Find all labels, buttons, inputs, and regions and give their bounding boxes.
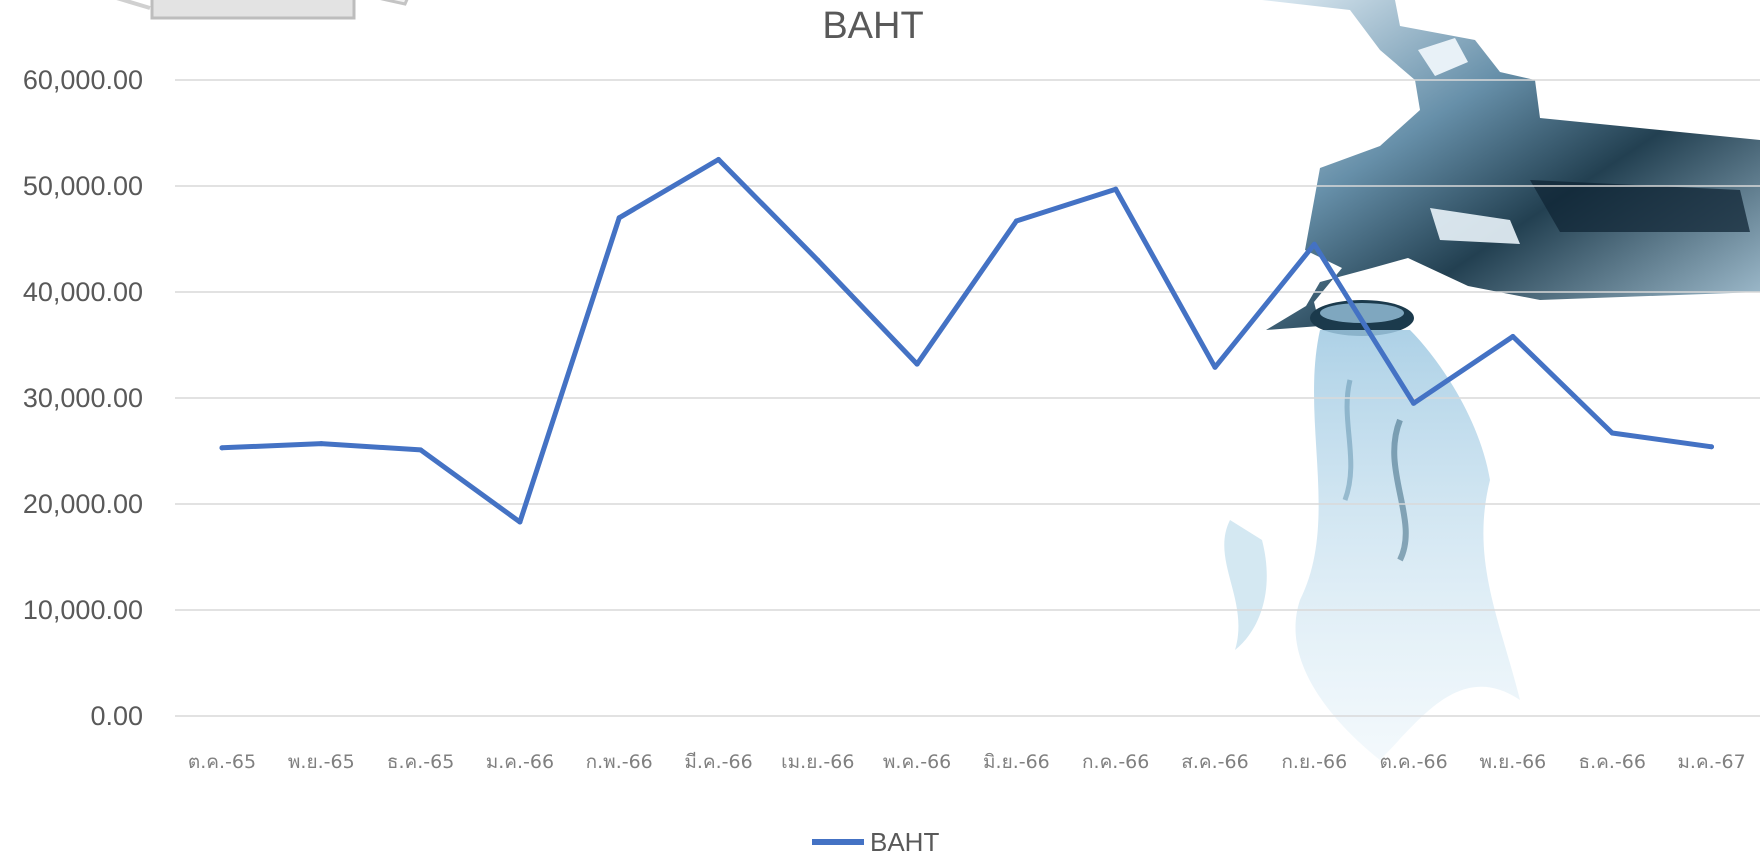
- x-axis: ต.ค.-65 พ.ย.-65 ธ.ค.-65 ม.ค.-66 ก.พ.-66 มี.ค.…: [188, 751, 1746, 773]
- y-tick-label: 0.00: [90, 701, 143, 731]
- x-tick-label: ต.ค.-66: [1380, 751, 1448, 773]
- data-point: [1113, 186, 1119, 192]
- data-point: [616, 215, 622, 221]
- data-point: [815, 257, 821, 263]
- data-point: [318, 441, 324, 447]
- data-point: [1609, 430, 1615, 436]
- y-tick-label: 30,000.00: [23, 383, 143, 413]
- data-point: [1311, 241, 1317, 247]
- data-point: [517, 519, 523, 525]
- x-tick-label: ก.ค.-66: [1082, 751, 1149, 773]
- y-tick-label: 60,000.00: [23, 65, 143, 95]
- data-point: [1411, 400, 1417, 406]
- data-point: [914, 361, 920, 367]
- y-tick-label: 50,000.00: [23, 171, 143, 201]
- data-point: [1212, 364, 1218, 370]
- decorative-box-illustration: [116, 0, 409, 20]
- x-tick-label: ก.ย.-66: [1281, 751, 1347, 773]
- x-tick-label: ต.ค.-65: [188, 751, 256, 773]
- x-tick-label: มิ.ย.-66: [983, 751, 1050, 773]
- y-tick-label: 20,000.00: [23, 489, 143, 519]
- x-tick-label: ธ.ค.-66: [1578, 751, 1645, 773]
- x-tick-label: ม.ค.-67: [1677, 751, 1745, 773]
- data-point: [1510, 334, 1516, 340]
- data-point: [1013, 218, 1019, 224]
- x-tick-label: เม.ย.-66: [781, 751, 854, 773]
- x-tick-label: ก.พ.-66: [586, 751, 653, 773]
- y-axis: 0.00 10,000.00 20,000.00 30,000.00 40,000.00…: [23, 65, 143, 731]
- faucet-illustration: [1224, 0, 1760, 760]
- x-tick-label: ธ.ค.-65: [387, 751, 454, 773]
- gridlines: [175, 79, 1760, 717]
- x-tick-label: พ.ย.-66: [1480, 751, 1547, 773]
- x-tick-label: ม.ค.-66: [486, 751, 554, 773]
- x-tick-label: ส.ค.-66: [1181, 751, 1248, 773]
- x-tick-label: พ.ค.-66: [883, 751, 951, 773]
- data-point: [716, 157, 721, 162]
- legend-label-baht: BAHT: [870, 827, 939, 857]
- y-tick-label: 10,000.00: [23, 595, 143, 625]
- x-tick-label: พ.ย.-65: [288, 751, 355, 773]
- x-tick-label: มี.ค.-66: [684, 751, 752, 773]
- series-line: [219, 157, 1714, 525]
- data-point: [219, 445, 225, 451]
- legend: BAHT: [812, 827, 939, 857]
- chart-title: BAHT: [822, 5, 923, 47]
- series-baht: [219, 157, 1714, 525]
- data-point: [418, 447, 424, 453]
- y-tick-label: 40,000.00: [23, 277, 143, 307]
- data-point: [1709, 444, 1714, 450]
